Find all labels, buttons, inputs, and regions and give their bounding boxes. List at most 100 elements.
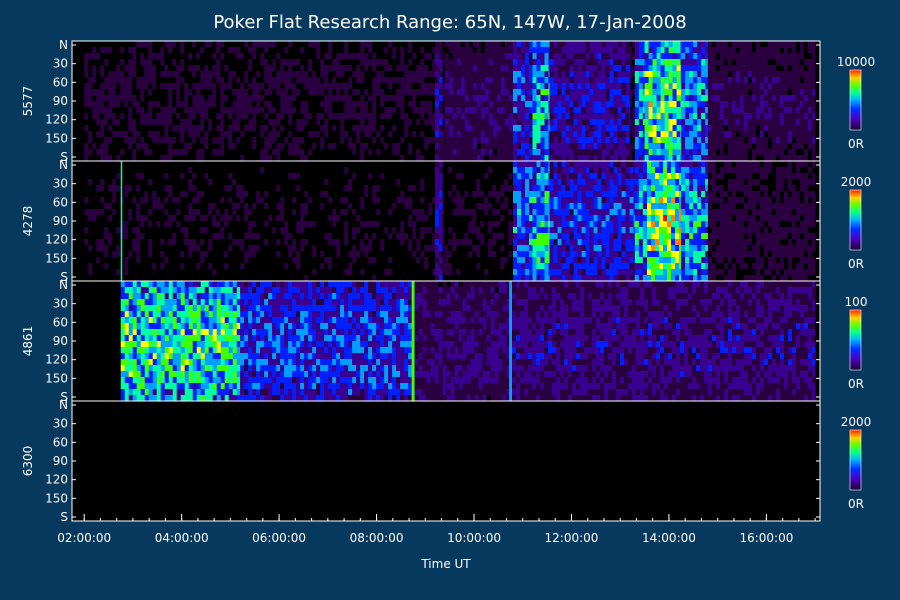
intensity-cell — [124, 65, 129, 72]
intensity-cell — [172, 65, 177, 72]
intensity-cell — [581, 143, 586, 150]
intensity-cell — [540, 53, 545, 60]
intensity-cell — [312, 107, 317, 114]
intensity-cell — [652, 89, 657, 96]
intensity-cell — [228, 155, 233, 162]
intensity-cell — [472, 137, 478, 144]
intensity-cell — [168, 143, 173, 150]
intensity-cell — [136, 89, 141, 96]
intensity-cell — [625, 131, 630, 138]
intensity-cell — [120, 95, 125, 102]
intensity-cell — [320, 83, 325, 90]
intensity-cell — [332, 95, 337, 102]
intensity-cell — [344, 95, 349, 102]
intensity-cell — [168, 131, 173, 138]
intensity-cell — [549, 137, 554, 144]
intensity-cell — [84, 119, 89, 126]
intensity-cell — [308, 137, 313, 144]
intensity-cell — [160, 77, 165, 84]
intensity-cell — [444, 143, 450, 150]
intensity-cell — [476, 53, 482, 60]
intensity-cell — [368, 83, 373, 90]
intensity-cell — [664, 155, 669, 162]
intensity-cell — [132, 59, 137, 66]
intensity-cell — [84, 71, 89, 78]
intensity-cell — [484, 125, 490, 132]
intensity-cell — [476, 107, 482, 114]
intensity-cell — [420, 95, 425, 102]
intensity-cell — [628, 137, 633, 144]
intensity-cell — [104, 107, 109, 114]
intensity-cell — [601, 113, 606, 120]
intensity-cell — [508, 83, 514, 90]
intensity-cell — [504, 149, 510, 156]
intensity-cell — [581, 95, 586, 102]
intensity-cell — [573, 113, 578, 120]
intensity-cell — [634, 137, 640, 144]
intensity-cell — [439, 125, 443, 132]
intensity-cell — [680, 137, 682, 144]
intensity-cell — [672, 119, 677, 126]
intensity-cell — [208, 71, 213, 78]
intensity-cell — [500, 125, 506, 132]
intensity-cell — [597, 113, 602, 120]
intensity-cell — [468, 47, 474, 54]
intensity-cell — [609, 47, 614, 54]
intensity-cell — [617, 149, 622, 156]
intensity-cell — [444, 77, 450, 84]
intensity-cell — [472, 71, 478, 78]
intensity-cell — [252, 41, 257, 48]
intensity-cell — [416, 89, 421, 96]
intensity-cell — [364, 119, 369, 126]
intensity-cell — [628, 101, 633, 108]
intensity-cell — [492, 131, 498, 138]
intensity-cell — [300, 77, 305, 84]
intensity-cell — [392, 59, 397, 66]
intensity-cell — [160, 119, 165, 126]
intensity-cell — [348, 143, 353, 150]
intensity-cell — [164, 95, 169, 102]
intensity-cell — [120, 119, 125, 126]
intensity-cell — [404, 95, 409, 102]
intensity-cell — [508, 131, 514, 138]
intensity-cell — [332, 59, 337, 66]
intensity-cell — [92, 41, 97, 48]
intensity-cell — [140, 137, 145, 144]
intensity-cell — [634, 89, 640, 96]
intensity-cell — [212, 149, 217, 156]
intensity-cell — [244, 113, 249, 120]
intensity-cell — [392, 41, 397, 48]
intensity-cell — [96, 149, 101, 156]
intensity-cell — [656, 107, 661, 114]
intensity-cell — [456, 41, 462, 48]
intensity-cell — [644, 59, 649, 66]
intensity-cell — [316, 107, 321, 114]
intensity-cell — [680, 131, 682, 138]
intensity-cell — [513, 137, 518, 144]
intensity-cell — [116, 119, 121, 126]
intensity-cell — [668, 113, 673, 120]
intensity-cell — [521, 71, 526, 78]
intensity-cell — [96, 125, 101, 132]
intensity-cell — [634, 101, 640, 108]
intensity-cell — [613, 41, 618, 48]
intensity-cell — [324, 143, 329, 150]
intensity-cell — [368, 65, 373, 72]
intensity-cell — [508, 143, 514, 150]
intensity-cell — [320, 107, 325, 114]
intensity-cell — [296, 101, 301, 108]
intensity-cell — [634, 143, 640, 150]
intensity-cell — [609, 53, 614, 60]
intensity-cell — [621, 113, 626, 120]
intensity-cell — [597, 41, 602, 48]
intensity-cell — [464, 41, 470, 48]
intensity-cell — [164, 65, 169, 72]
intensity-cell — [480, 53, 486, 60]
intensity-cell — [232, 41, 237, 48]
intensity-cell — [308, 59, 313, 66]
intensity-cell — [408, 89, 413, 96]
intensity-cell — [549, 149, 554, 156]
intensity-cell — [144, 59, 149, 66]
intensity-cell — [388, 41, 393, 48]
intensity-cell — [681, 77, 686, 84]
